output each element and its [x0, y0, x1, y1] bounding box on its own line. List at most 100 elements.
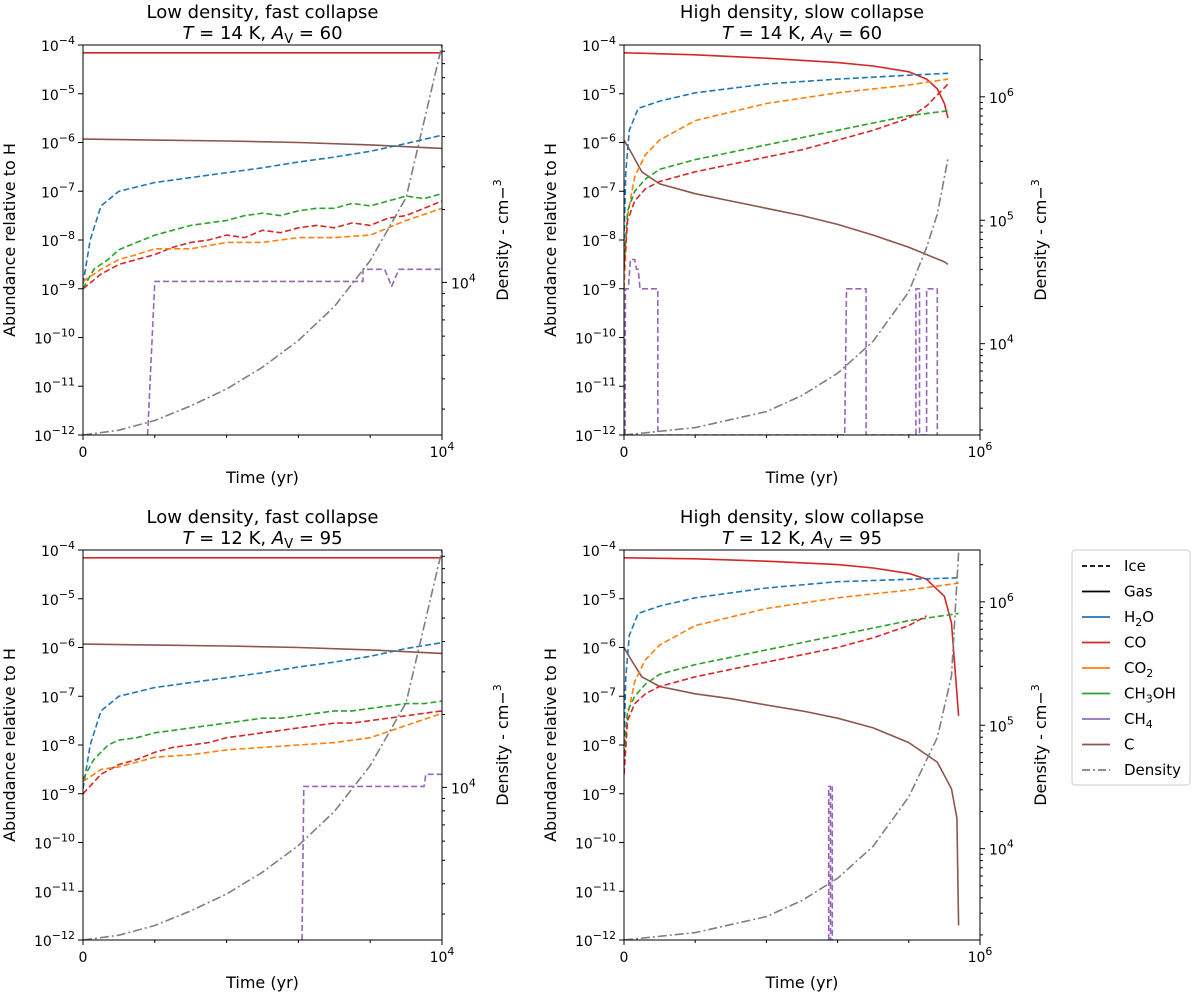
y-tick-label-sup: −5 [600, 83, 616, 96]
x-tick-label: 104 [430, 440, 455, 461]
series-co-ice [83, 201, 442, 289]
title-A-sub: V [824, 32, 833, 47]
y-tick-label: 10−7 [41, 685, 75, 706]
title-T-value: = 14 K, [193, 23, 271, 44]
legend-label: CO [1124, 634, 1146, 652]
y-tick-label-sup: −10 [593, 327, 616, 340]
y-tick-label: 10−7 [582, 685, 616, 706]
legend-label-sub: 2 [1146, 667, 1153, 680]
y-tick-label-sup: −8 [600, 229, 616, 242]
panel-top-left: 10−1210−1110−1010−910−810−710−610−510−40… [0, 2, 512, 487]
y-tick-label-base: 10 [34, 429, 52, 445]
y-tick-label-sup: −6 [59, 637, 75, 650]
series-ch3oh-ice [83, 701, 442, 779]
legend-label-main: Ice [1124, 557, 1146, 575]
y-tick-label: 10−12 [575, 929, 616, 950]
x-axis-label: Time (yr) [765, 468, 839, 487]
x-axis-label: Time (yr) [765, 973, 839, 992]
y-tick-label-sup: −11 [593, 375, 616, 388]
y-tick-label-sup: −6 [600, 132, 616, 145]
y2-axis-label-sup: 3 [491, 684, 504, 691]
series-density-density [624, 159, 948, 436]
y2-axis-label: Density - cm−3 [491, 179, 512, 301]
y-tick-label-base: 10 [582, 739, 600, 755]
axes-frame [624, 550, 980, 940]
x-tick-label: 0 [620, 950, 629, 966]
y-tick-label-sup: −9 [59, 783, 75, 796]
x-tick-label: 104 [430, 945, 455, 966]
y2-tick-label: 104 [451, 271, 476, 292]
y2-tick-label: 106 [989, 591, 1014, 612]
y2-tick-label-sup: 5 [1007, 209, 1014, 222]
legend-label-sub: 2 [1135, 616, 1142, 629]
y-tick-label-base: 10 [41, 185, 59, 201]
legend-label-rest: O [1142, 608, 1154, 626]
y-tick-label-sup: −9 [600, 278, 616, 291]
y-tick-label: 10−5 [582, 83, 616, 104]
series-ch3oh-ice [624, 613, 959, 754]
axes-frame [83, 45, 442, 435]
y-tick-label: 10−12 [575, 424, 616, 445]
title-A: A [271, 23, 284, 44]
y-tick-label-base: 10 [582, 88, 600, 104]
y-tick-label-base: 10 [575, 429, 593, 445]
y-tick-label-base: 10 [34, 934, 52, 950]
legend-label-main: H [1124, 608, 1135, 626]
y-tick-label-sup: −4 [59, 539, 75, 552]
y-tick-label-base: 10 [582, 544, 600, 560]
y-tick-label-base: 10 [41, 593, 59, 609]
y2-axis-label: Density - cm−3 [491, 684, 512, 806]
x-tick-label-sup: 4 [447, 945, 454, 958]
y-axis-label: Abundance relative to H [0, 143, 19, 337]
y-tick-label: 10−9 [41, 278, 75, 299]
series-ch4-ice [625, 260, 937, 436]
y2-tick-label-base: 10 [989, 91, 1007, 107]
x-tick-label-base: 0 [620, 445, 629, 461]
y-tick-label: 10−12 [34, 929, 75, 950]
y-tick-label-sup: −4 [59, 34, 75, 47]
y-tick-label-sup: −4 [600, 539, 616, 552]
y-tick-label: 10−10 [34, 832, 75, 853]
y-tick-label: 10−6 [41, 637, 75, 658]
y-tick-label: 10−10 [575, 832, 616, 853]
x-axis-label: Time (yr) [225, 468, 299, 487]
title-A-sub: V [824, 537, 833, 552]
y2-tick-label-sup: 6 [1007, 86, 1014, 99]
y2-tick-label-base: 10 [989, 596, 1007, 612]
y-tick-label: 10−7 [582, 180, 616, 201]
y-tick-label-sup: −5 [59, 588, 75, 601]
x-tick-label-base: 0 [79, 445, 88, 461]
y-tick-label: 10−11 [34, 375, 75, 396]
y2-axis-label-text: Density - cm− [1031, 186, 1050, 301]
y-tick-label-base: 10 [582, 642, 600, 658]
series-ch4-ice [302, 774, 442, 940]
y2-tick-label-base: 10 [451, 276, 469, 292]
y-tick-label-sup: −7 [600, 180, 616, 193]
series-group [83, 45, 442, 435]
y2-tick-label-base: 10 [989, 719, 1007, 735]
y-tick-label: 10−8 [41, 734, 75, 755]
y-axis-label: Abundance relative to H [541, 143, 560, 337]
y2-tick-label-base: 10 [989, 843, 1007, 859]
y-tick-label-base: 10 [41, 234, 59, 250]
panel-title-line1: High density, slow collapse [680, 507, 924, 528]
y2-axis-label-text: Density - cm− [493, 186, 512, 301]
y-tick-label: 10−8 [582, 734, 616, 755]
panel-title-line2: T = 14 K, AV = 60 [722, 23, 882, 47]
series-group [624, 53, 948, 435]
x-tick-label-sup: 4 [447, 440, 454, 453]
y-tick-label-base: 10 [41, 690, 59, 706]
legend-label-main: CH [1124, 685, 1146, 703]
y-tick-label: 10−6 [582, 637, 616, 658]
panel-title-line1: Low density, fast collapse [147, 507, 379, 528]
y-tick-label: 10−4 [582, 34, 616, 55]
y-tick-label-base: 10 [41, 739, 59, 755]
y-tick-label-base: 10 [582, 690, 600, 706]
series-group [83, 550, 442, 940]
y-tick-label: 10−5 [41, 83, 75, 104]
y-tick-label: 10−6 [582, 132, 616, 153]
y2-tick-label: 105 [989, 714, 1014, 735]
y-tick-label-sup: −4 [600, 34, 616, 47]
y-tick-label-sup: −8 [59, 229, 75, 242]
y-tick-label-base: 10 [575, 837, 593, 853]
